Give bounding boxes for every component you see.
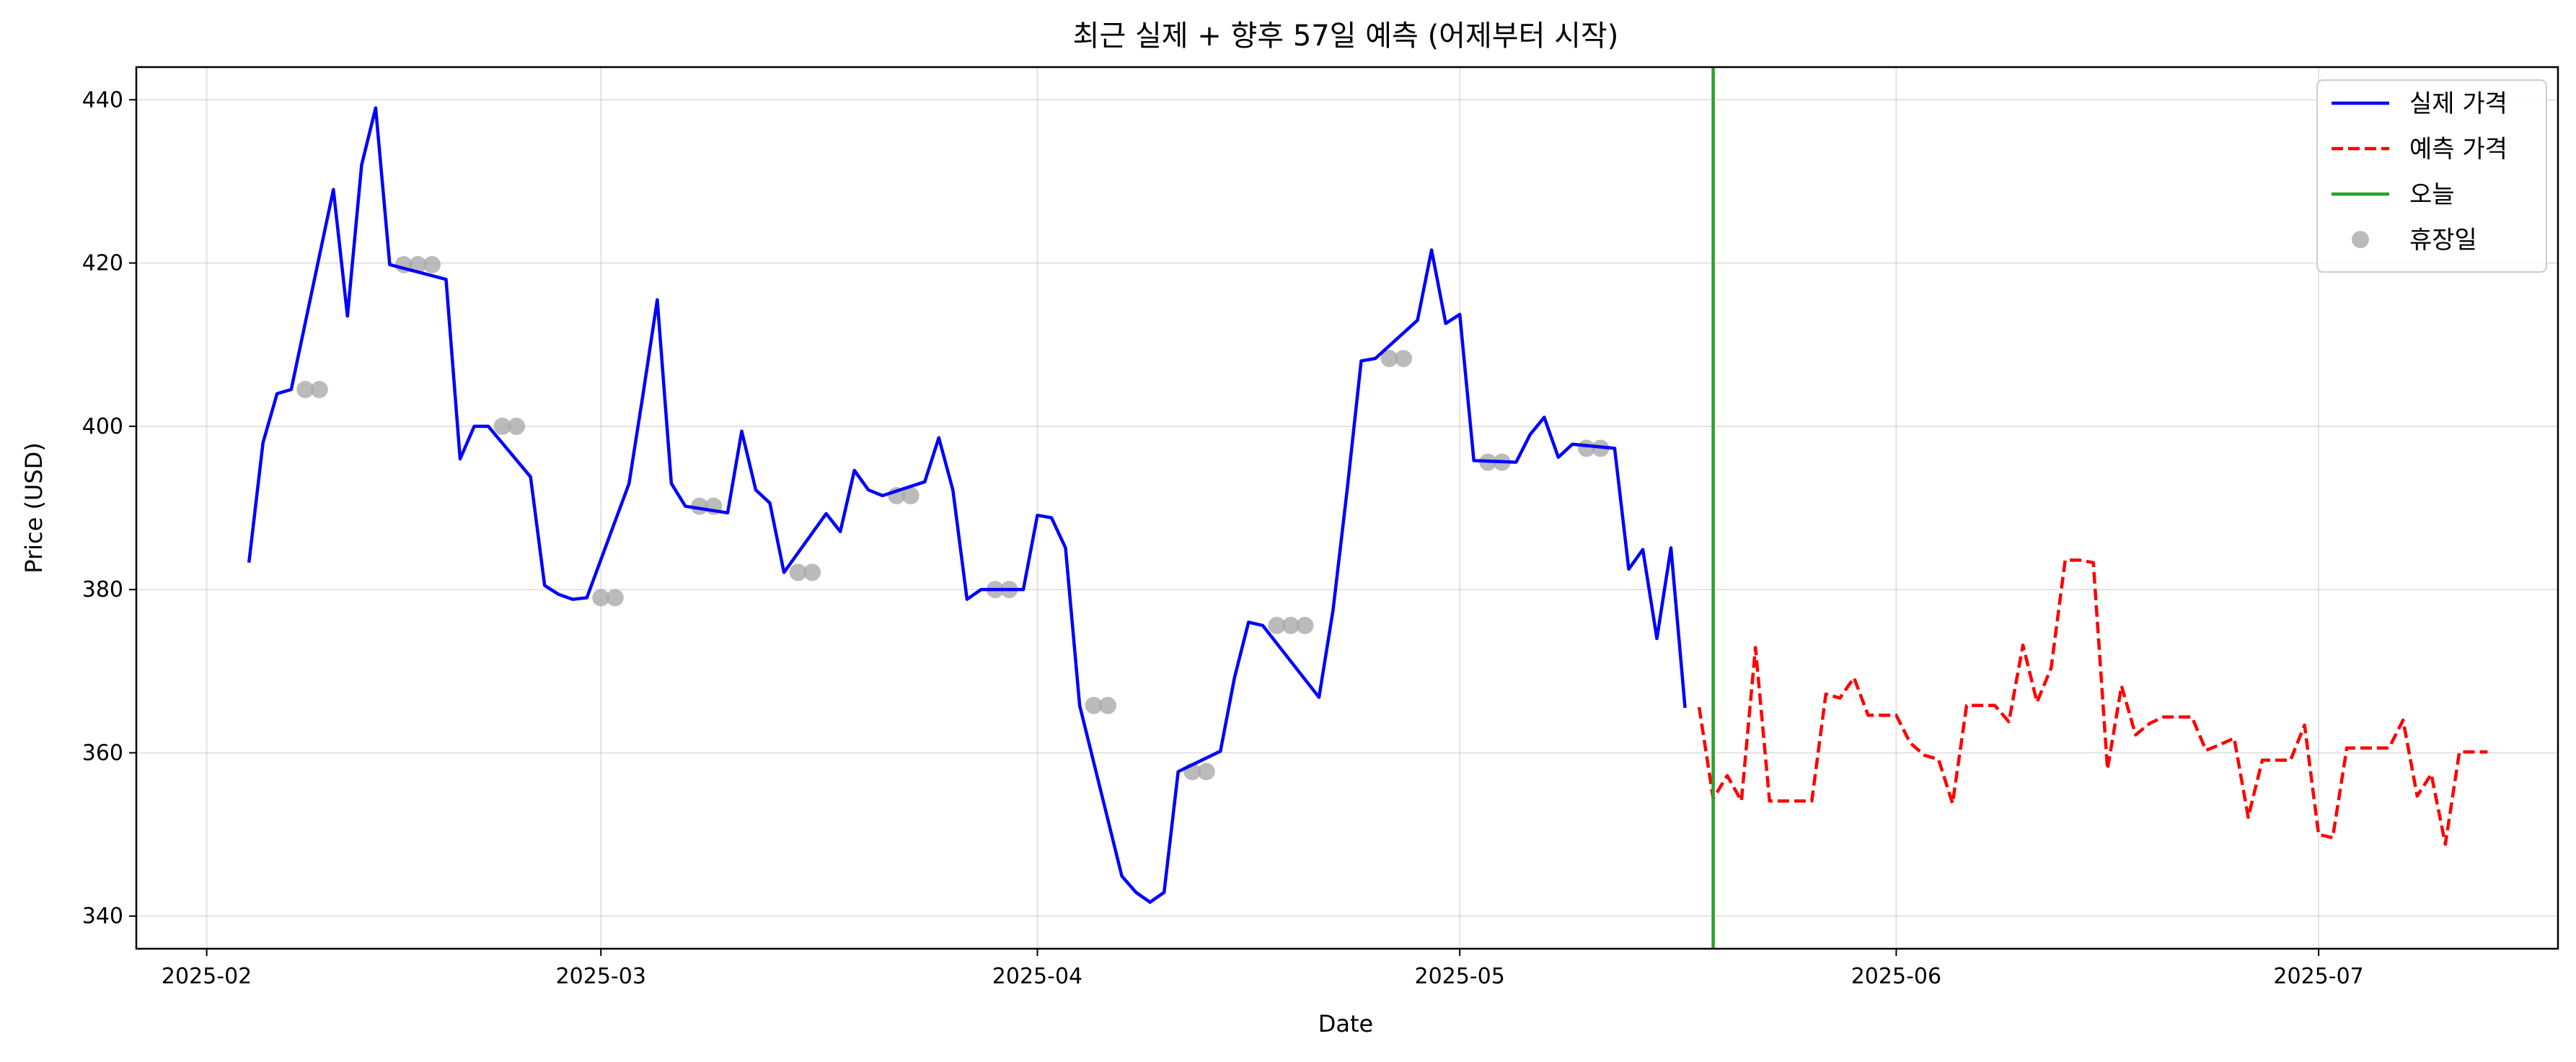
plot-frame <box>135 66 2559 950</box>
holiday-point <box>423 255 441 273</box>
x-tick-label: 2025-02 <box>162 964 252 989</box>
holiday-point <box>1380 349 1398 367</box>
holiday-point <box>508 417 526 435</box>
y-tick-label: 400 <box>82 414 123 439</box>
holiday-point <box>803 563 821 582</box>
holiday-point <box>789 563 807 582</box>
legend-label: 실제 가격 <box>2409 89 2507 118</box>
x-tick-label: 2025-07 <box>2273 964 2363 989</box>
x-tick-label: 2025-06 <box>1851 964 1941 989</box>
x-tick-label: 2025-04 <box>992 964 1082 989</box>
legend-marker-holiday <box>2352 231 2369 248</box>
chart-title: 최근 실제 + 향후 57일 예측 (어제부터 시작) <box>1073 19 1619 53</box>
forecast-price-line <box>1697 558 2488 846</box>
x-tick-label: 2025-05 <box>1415 964 1505 989</box>
legend-box <box>2316 79 2547 273</box>
holiday-point <box>310 380 328 398</box>
y-tick-label: 360 <box>82 740 123 765</box>
holiday-point <box>901 487 919 505</box>
actual-price-line <box>247 106 1687 904</box>
holiday-point <box>1268 616 1286 634</box>
holiday-point <box>1282 616 1300 634</box>
holiday-point <box>1197 763 1215 781</box>
y-tick-label: 340 <box>82 904 123 929</box>
holiday-point <box>1099 696 1117 714</box>
x-tick-label: 2025-03 <box>556 964 646 989</box>
y-tick-label: 380 <box>82 577 123 602</box>
legend-label: 휴장일 <box>2409 226 2477 255</box>
y-tick-label: 440 <box>82 87 123 113</box>
x-axis-label: Date <box>1318 1010 1373 1037</box>
holiday-point <box>1296 616 1314 634</box>
holiday-point <box>592 589 610 607</box>
holiday-point <box>493 417 511 435</box>
y-tick-label: 420 <box>82 251 123 276</box>
legend-label: 오늘 <box>2409 180 2455 209</box>
holiday-point <box>1395 349 1413 367</box>
holiday-point <box>1085 696 1103 714</box>
holiday-point <box>409 255 427 273</box>
y-axis-label: Price (USD) <box>20 442 48 574</box>
plot-area <box>247 67 2488 949</box>
legend-label: 예측 가격 <box>2409 135 2507 164</box>
axis-ticks: 2025-02 2025-03 2025-04 2025-05 2025-06 2025-… <box>82 87 2364 989</box>
holiday-point <box>606 589 624 607</box>
holiday-point <box>296 380 314 398</box>
